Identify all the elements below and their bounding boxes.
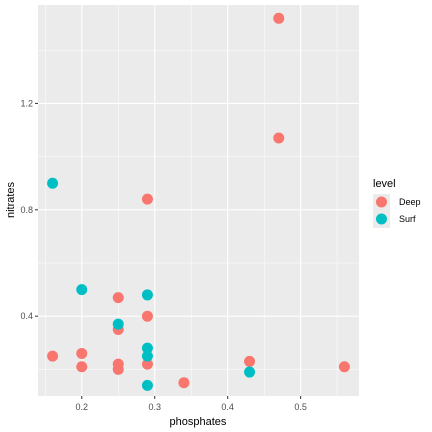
data-point-surf xyxy=(141,350,153,362)
x-tick-label: 0.5 xyxy=(294,402,307,412)
data-point-deep xyxy=(112,363,124,375)
data-point-deep xyxy=(141,193,153,205)
data-point-surf xyxy=(141,379,153,391)
x-tick-label: 0.3 xyxy=(148,402,161,412)
data-point-deep xyxy=(338,361,350,373)
panel-background xyxy=(38,5,359,396)
legend-marker-deep xyxy=(376,196,387,208)
data-point-deep xyxy=(76,347,88,359)
y-tick-label: 1.2 xyxy=(20,98,33,108)
legend: level Deep Surf xyxy=(373,178,421,228)
data-point-deep xyxy=(47,350,59,362)
data-point-deep xyxy=(273,132,285,144)
x-tick-label: 0.2 xyxy=(76,402,89,412)
x-axis: 0.2 0.3 0.4 0.5 xyxy=(76,396,307,412)
y-tick-label: 0.4 xyxy=(20,311,33,321)
x-tick-label: 0.4 xyxy=(221,402,234,412)
data-point-surf xyxy=(76,284,88,296)
y-tick-label: 0.8 xyxy=(20,205,33,215)
data-point-surf xyxy=(141,342,153,354)
y-axis-label: nitrates xyxy=(5,181,17,218)
data-point-deep xyxy=(141,310,153,322)
legend-title: level xyxy=(373,178,396,190)
x-axis-label: phosphates xyxy=(170,416,227,428)
data-points xyxy=(47,12,350,391)
legend-marker-surf xyxy=(376,213,387,225)
y-axis: 0.4 0.8 1.2 xyxy=(20,98,38,321)
data-point-deep xyxy=(112,292,124,304)
minor-gridlines xyxy=(38,5,359,396)
data-point-deep xyxy=(141,358,153,370)
data-point-surf xyxy=(47,177,59,189)
data-point-surf xyxy=(112,318,124,330)
legend-label-surf: Surf xyxy=(399,214,416,224)
data-point-surf xyxy=(141,289,153,301)
data-point-deep xyxy=(244,355,256,367)
major-gridlines xyxy=(38,5,359,396)
data-point-deep xyxy=(273,12,285,24)
data-point-deep xyxy=(76,361,88,373)
data-point-surf xyxy=(244,366,256,378)
legend-label-deep: Deep xyxy=(399,197,421,207)
data-point-deep xyxy=(178,377,190,389)
